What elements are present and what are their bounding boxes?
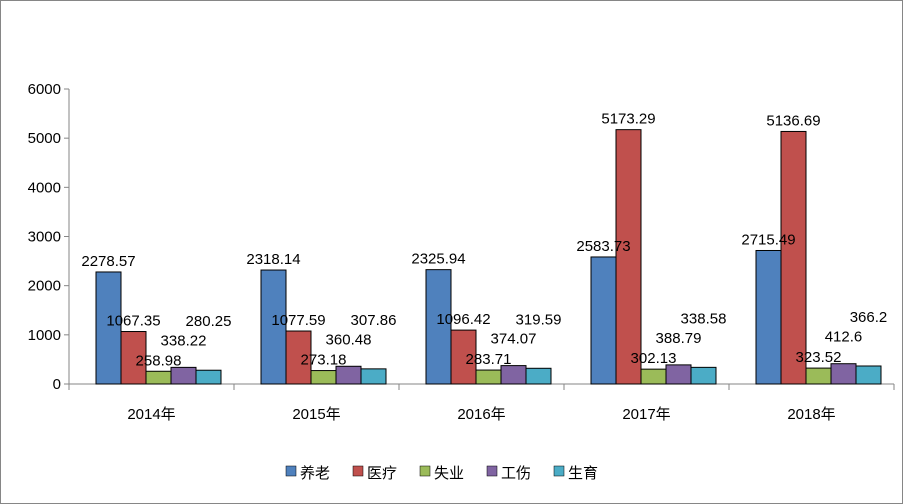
data-label: 388.79 bbox=[656, 330, 702, 347]
data-label: 258.98 bbox=[136, 352, 182, 369]
bar-工伤 bbox=[500, 365, 527, 385]
legend-label: 医疗 bbox=[367, 465, 397, 482]
data-label: 338.22 bbox=[161, 332, 207, 349]
y-tick-label: 3000 bbox=[28, 229, 61, 246]
data-label: 1096.42 bbox=[436, 311, 490, 328]
x-category-label: 2017年 bbox=[622, 406, 670, 423]
bar-生育 bbox=[690, 366, 717, 385]
bar-工伤 bbox=[170, 366, 197, 385]
bar-医疗 bbox=[285, 330, 312, 385]
data-label: 280.25 bbox=[186, 313, 232, 330]
bar-生育 bbox=[195, 369, 222, 385]
x-category-label: 2016年 bbox=[457, 406, 505, 423]
data-label: 366.2 bbox=[850, 309, 888, 326]
bar-养老 bbox=[425, 269, 452, 385]
y-tick-label: 4000 bbox=[28, 179, 61, 196]
bar-生育 bbox=[525, 367, 552, 385]
data-label: 323.52 bbox=[796, 349, 842, 366]
y-tick-label: 1000 bbox=[28, 327, 61, 344]
y-tick-label: 5000 bbox=[28, 130, 61, 147]
y-tick-label: 2000 bbox=[28, 278, 61, 295]
bar-养老 bbox=[260, 269, 287, 385]
legend-swatch-失业 bbox=[419, 465, 431, 477]
bar-生育 bbox=[360, 368, 387, 385]
data-label: 5136.69 bbox=[766, 112, 820, 129]
legend-label: 养老 bbox=[300, 465, 330, 482]
bar-失业 bbox=[310, 370, 337, 385]
data-label: 374.07 bbox=[491, 331, 537, 348]
legend-swatch-生育 bbox=[553, 465, 565, 477]
bar-工伤 bbox=[335, 365, 362, 385]
data-label: 302.13 bbox=[631, 350, 677, 367]
x-category-label: 2014年 bbox=[127, 406, 175, 423]
bar-工伤 bbox=[665, 364, 692, 385]
data-label: 5173.29 bbox=[601, 111, 655, 128]
legend-swatch-工伤 bbox=[486, 465, 498, 477]
data-label: 360.48 bbox=[326, 331, 372, 348]
bar-养老 bbox=[755, 249, 782, 385]
legend-label: 生育 bbox=[568, 465, 598, 482]
legend-label: 失业 bbox=[434, 465, 464, 482]
data-label: 412.6 bbox=[825, 329, 863, 346]
bar-失业 bbox=[805, 367, 832, 385]
data-label: 2278.57 bbox=[81, 253, 135, 270]
legend-swatch-医疗 bbox=[352, 465, 364, 477]
y-tick-label: 0 bbox=[53, 376, 61, 393]
legend-label: 工伤 bbox=[501, 465, 531, 482]
data-label: 2318.14 bbox=[246, 251, 300, 268]
data-label: 307.86 bbox=[351, 312, 397, 329]
bar-失业 bbox=[475, 369, 502, 385]
bar-生育 bbox=[855, 365, 882, 385]
bar-失业 bbox=[145, 370, 172, 385]
bar-工伤 bbox=[830, 363, 857, 385]
data-label: 273.18 bbox=[301, 352, 347, 369]
data-label: 2325.94 bbox=[411, 251, 465, 268]
bar-医疗 bbox=[120, 331, 147, 385]
data-label: 1077.59 bbox=[271, 312, 325, 329]
data-label: 2715.49 bbox=[741, 231, 795, 248]
data-label: 1067.35 bbox=[106, 313, 160, 330]
x-category-label: 2015年 bbox=[292, 406, 340, 423]
data-label: 2583.73 bbox=[576, 238, 630, 255]
bar-养老 bbox=[95, 271, 122, 385]
data-label: 283.71 bbox=[466, 351, 512, 368]
x-category-label: 2018年 bbox=[787, 406, 835, 423]
y-tick-label: 6000 bbox=[28, 81, 61, 98]
bar-医疗 bbox=[450, 329, 477, 385]
bar-医疗 bbox=[780, 130, 807, 385]
bar-养老 bbox=[590, 256, 617, 385]
data-label: 319.59 bbox=[516, 311, 562, 328]
data-label: 338.58 bbox=[681, 310, 727, 327]
bar-医疗 bbox=[615, 129, 642, 385]
bar-失业 bbox=[640, 368, 667, 385]
legend-swatch-养老 bbox=[285, 465, 297, 477]
